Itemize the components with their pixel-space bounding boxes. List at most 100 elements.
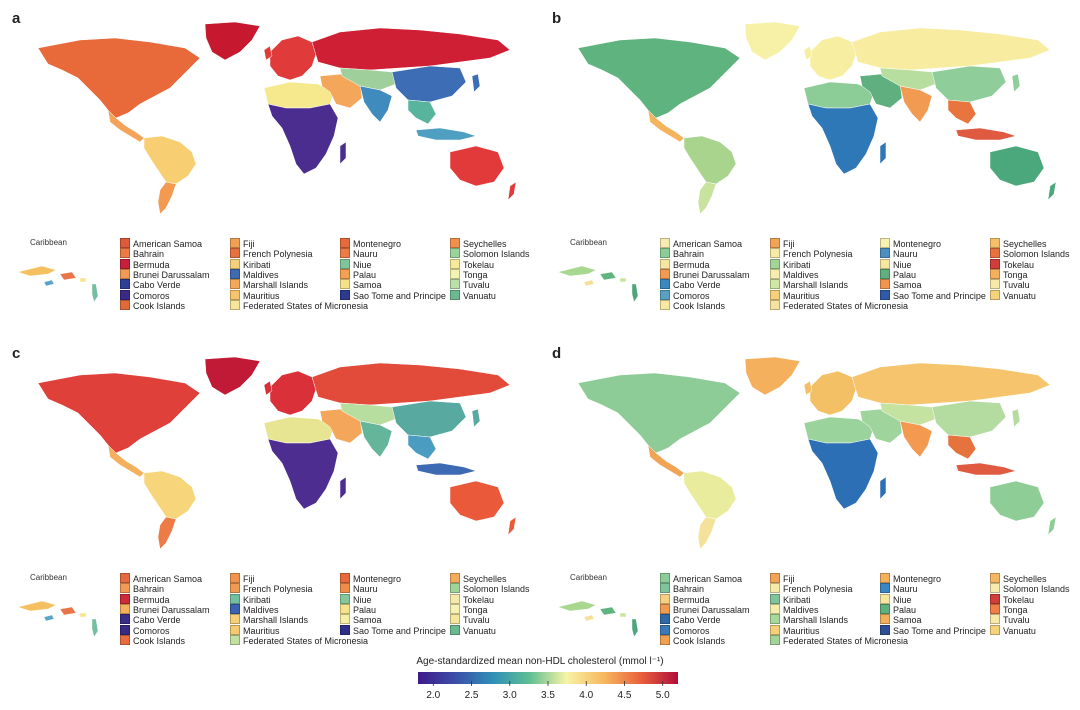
caribbean-jamaica <box>43 279 55 287</box>
legend-swatch <box>450 614 460 625</box>
legend-label: Kiribati <box>783 259 811 270</box>
region-east-asia <box>931 65 1007 103</box>
legend-label: Bermuda <box>133 259 170 270</box>
legend-item: Sao Tome and Principe <box>340 289 446 302</box>
region-central-america <box>647 109 685 143</box>
legend-item: Kiribati <box>230 258 271 271</box>
legend-label: Tokelau <box>463 594 495 605</box>
legend-item: Seychelles <box>450 573 507 585</box>
caribbean-cuba <box>17 265 57 277</box>
caribbean-hispaniola <box>599 606 617 616</box>
legend-item: Tokelau <box>990 258 1034 271</box>
region-greenland <box>744 21 801 61</box>
legend-swatch <box>990 593 1000 604</box>
legend-item: Federated States of Micronesia <box>230 299 368 312</box>
legend-swatch <box>120 593 130 604</box>
legend-label: Niue <box>893 594 912 605</box>
region-new-zealand <box>1047 181 1057 201</box>
legend-swatch <box>770 614 780 625</box>
legend-item: Fiji <box>770 573 795 585</box>
caribbean-puerto-rico <box>79 277 87 283</box>
legend-swatch <box>120 279 130 290</box>
legend-label: Maldives <box>783 604 819 615</box>
legend-label: American Samoa <box>133 574 203 584</box>
world-map <box>37 356 517 550</box>
legend-label: Brunei Darussalam <box>673 269 750 280</box>
legend-label: Palau <box>893 269 917 280</box>
legend-item: Tuvalu <box>450 279 490 291</box>
legend-swatch <box>450 248 460 259</box>
colorbar-tick-label: 3.0 <box>503 690 517 701</box>
legend-swatch <box>230 299 240 310</box>
region-new-zealand <box>507 516 517 536</box>
legend-label: American Samoa <box>673 574 743 584</box>
legend-swatch <box>230 238 240 248</box>
region-greenland <box>744 356 801 396</box>
region-japan <box>471 73 481 93</box>
region-madagascar <box>879 476 887 500</box>
legend-item: Maldives <box>230 268 279 281</box>
region-japan <box>1011 408 1021 428</box>
legend-label: Maldives <box>243 604 279 615</box>
legend-label: Nauru <box>893 584 918 595</box>
legend-item: Tuvalu <box>990 279 1030 291</box>
legend-swatch <box>660 268 670 279</box>
legend-item: Marshall Islands <box>770 279 848 291</box>
legend-label: Nauru <box>893 249 918 260</box>
caribbean-hispaniola <box>59 606 77 616</box>
caribbean-inset <box>557 600 639 638</box>
legend-label: Tuvalu <box>1003 280 1030 291</box>
legend-swatch <box>450 583 460 594</box>
legend-label: Cook Islands <box>673 635 726 646</box>
legend-label: Samoa <box>893 280 922 291</box>
legend-label: Montenegro <box>893 574 942 584</box>
legend-item: Mauritius <box>770 289 820 302</box>
legend-item: Niue <box>880 593 912 606</box>
region-south-cone <box>697 181 717 215</box>
legend-item: Cabo Verde <box>120 614 181 626</box>
legend-swatch <box>120 258 130 269</box>
legend-swatch <box>120 238 130 248</box>
legend-label: Bahrain <box>133 584 165 595</box>
caribbean-inset <box>17 265 99 303</box>
legend-item: Cook Islands <box>660 299 725 312</box>
region-australia <box>989 480 1045 522</box>
region-southeast-asia <box>947 99 977 125</box>
region-south-asia <box>359 85 393 123</box>
region-sub-saharan-africa <box>267 103 339 175</box>
legend-item: Bahrain <box>660 583 704 595</box>
region-east-asia <box>931 400 1007 438</box>
region-central-america <box>647 444 685 478</box>
legend-label: Montenegro <box>353 574 402 584</box>
region-north-america <box>37 37 201 119</box>
region-north-america <box>577 372 741 454</box>
legend-swatch <box>120 289 130 300</box>
legend-swatch <box>770 279 780 290</box>
legend-swatch <box>880 238 890 248</box>
legend-item: Bermuda <box>120 593 170 606</box>
legend-swatch <box>880 603 890 614</box>
legend-label: Bahrain <box>673 584 705 595</box>
legend-swatch <box>340 238 350 248</box>
legend-swatch <box>990 573 1000 583</box>
legend-swatch <box>230 279 240 290</box>
legend-label: Solomon Islands <box>463 584 530 595</box>
legend-swatch <box>230 258 240 269</box>
legend-item: Nauru <box>340 248 378 260</box>
legend-label: Cabo Verde <box>133 615 181 626</box>
legend-swatch <box>660 614 670 625</box>
legend-item: Bermuda <box>120 258 170 271</box>
legend-label: Vanuatu <box>463 625 496 636</box>
region-japan <box>471 408 481 428</box>
legend-item: Brunei Darussalam <box>120 268 210 281</box>
legend-item: Marshall Islands <box>230 614 308 626</box>
legend-item: Federated States of Micronesia <box>770 634 908 647</box>
legend-item: Vanuatu <box>450 289 496 302</box>
legend-item: Kiribati <box>230 593 271 606</box>
legend-item: Cook Islands <box>660 634 726 647</box>
colorbar-tick-label: 4.5 <box>618 690 632 701</box>
region-australia <box>989 145 1045 187</box>
legend-label: Niue <box>353 594 372 605</box>
region-madagascar <box>879 141 887 165</box>
legend-swatch <box>450 268 460 279</box>
